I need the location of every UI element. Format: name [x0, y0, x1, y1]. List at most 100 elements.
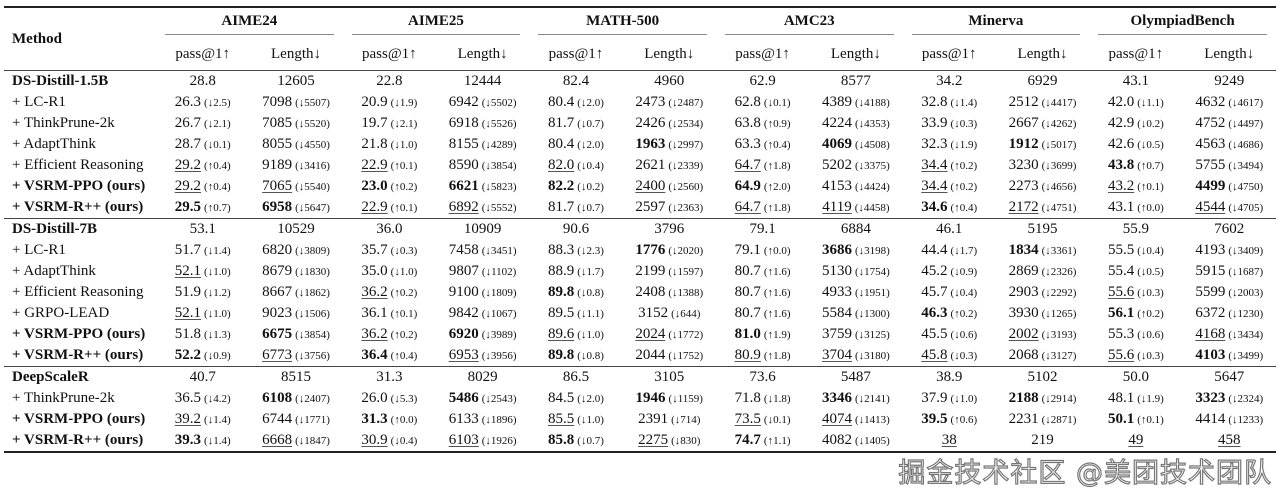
cell-delta: (↓5552) — [481, 202, 517, 214]
method-label: + AdaptThink — [12, 136, 96, 152]
delta-value: ↓2326 — [1045, 266, 1073, 278]
cell-value: 3686 — [821, 242, 852, 258]
delta-value: ↓0.6 — [954, 329, 974, 341]
cell-delta: (↓1.9) — [390, 97, 418, 109]
table-cell: 64.7 (↑1.8) — [716, 197, 809, 219]
cell-delta: (↓1233) — [1228, 414, 1264, 426]
delta-value: ↑0.4 — [767, 139, 787, 151]
cell-value: 45.5 — [921, 326, 948, 342]
delta-value: ↓3854 — [485, 160, 513, 172]
cell-delta: (↓2.3) — [577, 245, 604, 257]
cell-value: 40.7 — [189, 369, 216, 385]
cell-delta: (↑0.2) — [390, 181, 418, 193]
cell-delta: (↓3198) — [854, 245, 890, 257]
benchmark-header: AMC23 — [715, 6, 903, 39]
cell-delta: (↓1951) — [854, 287, 890, 299]
cell-delta: (↓1300) — [854, 308, 890, 320]
table-cell: 9807 (↓1102) — [436, 261, 529, 282]
table-cell: 6133 (↓1896) — [436, 409, 529, 430]
cell-value: 6918 — [448, 115, 479, 131]
table-row: + VSRM-PPO (ours) 29.2 (↑0.4) 7065 (↓5540) 23… — [4, 176, 1276, 197]
cell-value: 46.3 — [921, 305, 948, 321]
benchmark-header: Minerva — [902, 6, 1090, 39]
cell-value: 85.8 — [548, 432, 575, 448]
cell-value: 6744 — [262, 411, 293, 427]
cell-value: 8577 — [840, 73, 871, 89]
cell-value: 46.1 — [936, 221, 963, 237]
delta-value: ↓1.0 — [954, 393, 974, 405]
delta-value: ↓2141 — [858, 393, 887, 405]
cell-delta: (↓5520) — [295, 118, 330, 130]
cell-delta: (↑0.9) — [763, 118, 791, 130]
table-cell: 2199 (↓1597) — [623, 261, 716, 282]
cell-delta: (↓0.1) — [204, 139, 231, 151]
cell-delta: (↓5507) — [295, 97, 330, 109]
cell-delta: (↓5823) — [481, 181, 517, 193]
cell-delta: (↑1.6) — [763, 287, 791, 299]
cell-delta: (↓0.2) — [577, 181, 604, 193]
cell-delta: (↑0.7) — [204, 202, 231, 214]
cell-delta: (↑2.0) — [763, 181, 791, 193]
table-row: + VSRM-R++ (ours) 39.3 (↓1.4) 6668 (↓1847) 30… — [4, 430, 1276, 452]
cell-value: 8679 — [262, 263, 293, 279]
table-cell: 82.4 — [529, 71, 622, 93]
delta-value: ↑0.1 — [1140, 181, 1161, 193]
cell-value: 43.2 — [1107, 178, 1135, 194]
cell-delta: (↓0.9) — [950, 266, 978, 278]
cell-delta: (↓0.4) — [1137, 245, 1164, 257]
cell-value: 1963 — [635, 136, 666, 152]
delta-value: ↓0.3 — [1140, 287, 1161, 299]
cell-value: 29.2 — [174, 157, 202, 173]
table-cell: 36.5 (↓4.2) — [156, 388, 249, 409]
cell-delta: (↓1809) — [481, 287, 517, 299]
delta-value: ↓1926 — [485, 435, 513, 447]
cell-delta: (↓1.1) — [1137, 97, 1164, 109]
cell-delta: (↓3854) — [295, 329, 330, 341]
table-cell: 2002 (↓3193) — [996, 324, 1089, 345]
cell-delta: (↓2.1) — [204, 118, 231, 130]
delta-value: ↓2020 — [672, 245, 700, 257]
method-label: + VSRM-R++ (ours) — [12, 432, 144, 448]
model-block: DS-Distill-7B 53.1 10529 36.0 10909 90.6 3796 7… — [4, 219, 1276, 367]
cell-value: 2199 — [635, 263, 666, 279]
cell-value: 45.8 — [921, 347, 948, 363]
cell-value: 50.1 — [1107, 411, 1135, 427]
cell-value: 3105 — [654, 369, 685, 385]
benchmark-header: OlympiadBench — [1089, 6, 1276, 39]
table-cell: 5486 (↓2543) — [436, 388, 529, 409]
delta-value: ↓0.3 — [394, 245, 414, 257]
table-cell: 3346 (↓2141) — [809, 388, 902, 409]
table-cell: 6920 (↓3989) — [436, 324, 529, 345]
cell-delta: (↑0.1) — [390, 308, 418, 320]
cell-delta: (↓1597) — [668, 266, 704, 278]
cell-value: 80.9 — [734, 347, 761, 363]
cell-value: 55.4 — [1107, 263, 1135, 279]
table-cell: 6953 (↓3956) — [436, 345, 529, 367]
cell-value: 9189 — [262, 157, 293, 173]
cell-value: 2400 — [635, 178, 666, 194]
cell-delta: (↓1.2) — [204, 287, 231, 299]
table-cell: 4632 (↓4617) — [1183, 92, 1276, 113]
method-label: DS-Distill-7B — [12, 221, 98, 237]
delta-value: ↑0.6 — [954, 414, 974, 426]
delta-value: ↑0.2 — [394, 287, 414, 299]
benchmark-header: MATH-500 — [529, 6, 716, 39]
delta-value: ↓3361 — [1045, 245, 1073, 257]
delta-value: ↑0.2 — [394, 329, 414, 341]
table-cell: 35.7 (↓0.3) — [343, 240, 436, 261]
delta-value: ↓4550 — [298, 139, 327, 151]
cell-value: 8515 — [281, 369, 311, 385]
cell-value: 64.7 — [734, 157, 761, 173]
delta-value: ↓1.4 — [207, 245, 227, 257]
delta-value: ↓1300 — [858, 308, 887, 320]
pass-at-1-header: pass@1↑ — [548, 46, 604, 62]
delta-value: ↓2914 — [1045, 393, 1073, 405]
delta-value: ↓0.3 — [1140, 350, 1161, 362]
table-cell: 2667 (↓4262) — [996, 113, 1089, 134]
cell-delta: (↓2292) — [1041, 287, 1077, 299]
cell-delta: (↓1506) — [295, 308, 330, 320]
cell-delta: (↑1.8) — [763, 350, 791, 362]
table-cell: 9100 (↓1809) — [436, 282, 529, 303]
table-cell: 38 — [903, 430, 996, 452]
table-cell: 43.1 — [1089, 71, 1182, 93]
